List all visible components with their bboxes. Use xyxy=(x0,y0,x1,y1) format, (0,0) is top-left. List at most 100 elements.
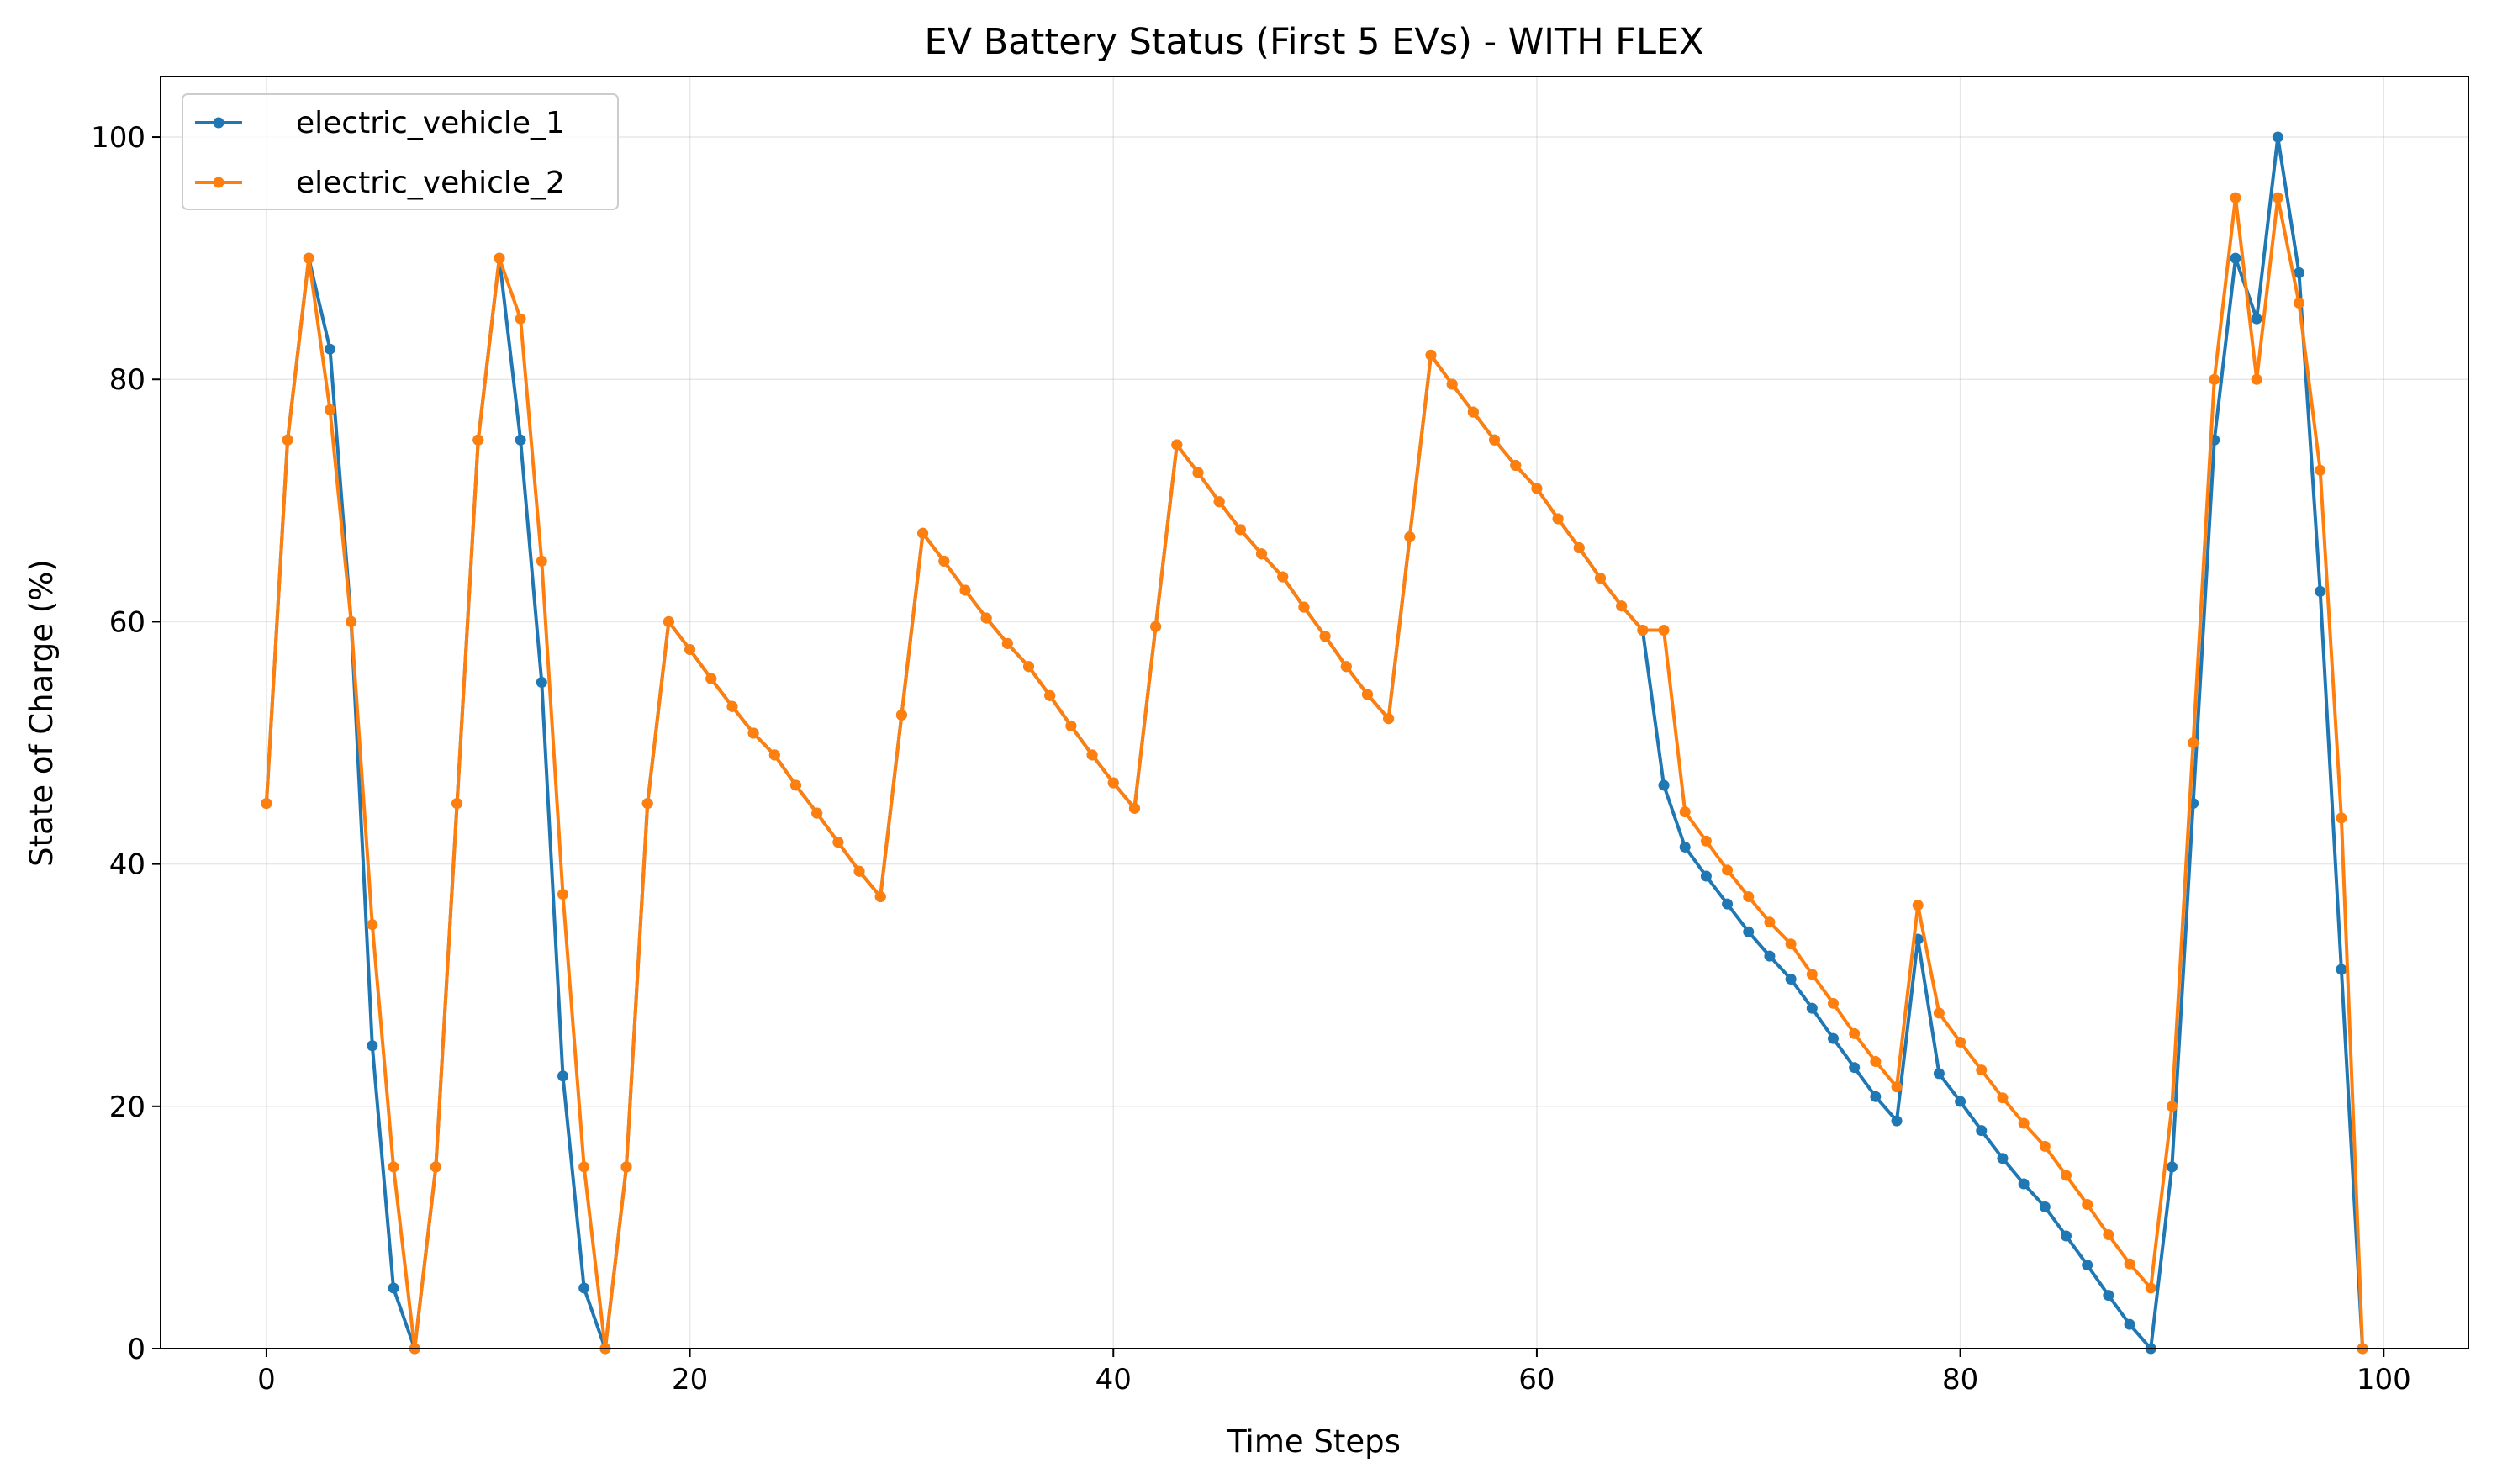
data-point-electric-vehicle-2 xyxy=(1044,689,1056,701)
data-point-electric-vehicle-1 xyxy=(1679,841,1691,853)
data-point-electric-vehicle-1 xyxy=(1743,926,1755,937)
data-point-electric-vehicle-1 xyxy=(2166,1161,2178,1173)
data-point-electric-vehicle-1 xyxy=(1849,1062,1861,1074)
data-point-electric-vehicle-2 xyxy=(1637,625,1649,636)
series-layer xyxy=(261,131,2368,1355)
data-point-electric-vehicle-2 xyxy=(1933,1007,1945,1019)
y-tick-label: 100 xyxy=(91,121,145,155)
data-point-electric-vehicle-1 xyxy=(2230,252,2241,264)
data-point-electric-vehicle-2 xyxy=(1023,661,1035,673)
data-point-electric-vehicle-2 xyxy=(1573,542,1585,554)
data-point-electric-vehicle-2 xyxy=(620,1161,632,1173)
y-tick-label: 80 xyxy=(109,363,145,397)
data-point-electric-vehicle-2 xyxy=(1234,524,1246,536)
data-point-electric-vehicle-2 xyxy=(2315,464,2326,476)
data-point-electric-vehicle-2 xyxy=(2124,1258,2135,1270)
data-point-electric-vehicle-2 xyxy=(1107,777,1119,789)
data-point-electric-vehicle-1 xyxy=(1870,1091,1882,1102)
legend-label-electric-vehicle-2: electric_vehicle_2 xyxy=(296,166,565,200)
y-tick-label: 0 xyxy=(127,1333,145,1366)
data-point-electric-vehicle-1 xyxy=(388,1282,399,1294)
data-point-electric-vehicle-2 xyxy=(1743,891,1755,903)
data-point-electric-vehicle-2 xyxy=(472,434,484,446)
data-point-electric-vehicle-2 xyxy=(1785,938,1797,950)
data-point-electric-vehicle-2 xyxy=(641,798,653,810)
data-point-electric-vehicle-2 xyxy=(1383,713,1395,725)
data-point-electric-vehicle-1 xyxy=(2272,131,2283,143)
data-point-electric-vehicle-1 xyxy=(1997,1153,2009,1164)
series-electric-vehicle-2 xyxy=(261,192,2368,1355)
data-point-electric-vehicle-2 xyxy=(1319,631,1331,642)
x-axis-label: Time Steps xyxy=(1227,1423,1401,1460)
data-point-electric-vehicle-1 xyxy=(2061,1230,2072,1242)
data-point-electric-vehicle-2 xyxy=(282,434,293,446)
data-point-electric-vehicle-2 xyxy=(2230,192,2241,203)
data-point-electric-vehicle-1 xyxy=(1891,1115,1903,1127)
data-point-electric-vehicle-1 xyxy=(2124,1318,2135,1330)
legend-box xyxy=(182,93,619,210)
data-point-electric-vehicle-2 xyxy=(2145,1282,2156,1294)
data-point-electric-vehicle-2 xyxy=(1001,637,1013,649)
data-point-electric-vehicle-1 xyxy=(1827,1032,1839,1044)
data-point-electric-vehicle-1 xyxy=(324,343,335,355)
data-point-electric-vehicle-2 xyxy=(2294,297,2305,309)
data-point-electric-vehicle-2 xyxy=(874,891,886,903)
data-point-electric-vehicle-2 xyxy=(1891,1081,1903,1093)
data-point-electric-vehicle-1 xyxy=(557,1070,568,1082)
data-point-electric-vehicle-2 xyxy=(2082,1199,2093,1211)
ticks: 0 20 40 60 80 100 0 20 40 60 80 100 xyxy=(91,121,2411,1397)
data-point-electric-vehicle-2 xyxy=(388,1161,399,1173)
data-point-electric-vehicle-2 xyxy=(790,779,802,791)
data-point-electric-vehicle-2 xyxy=(1700,835,1712,847)
data-point-electric-vehicle-2 xyxy=(980,612,992,624)
data-point-electric-vehicle-2 xyxy=(1489,434,1501,446)
data-point-electric-vehicle-2 xyxy=(1679,806,1691,818)
data-point-electric-vehicle-2 xyxy=(578,1161,590,1173)
data-point-electric-vehicle-2 xyxy=(1722,864,1734,876)
data-point-electric-vehicle-2 xyxy=(1658,625,1670,636)
data-point-electric-vehicle-2 xyxy=(747,727,759,739)
data-point-electric-vehicle-2 xyxy=(261,798,272,810)
data-point-electric-vehicle-2 xyxy=(663,615,674,627)
data-point-electric-vehicle-2 xyxy=(2018,1117,2030,1129)
data-point-electric-vehicle-2 xyxy=(494,252,505,264)
data-point-electric-vehicle-2 xyxy=(536,555,547,567)
data-point-electric-vehicle-2 xyxy=(1256,548,1268,560)
y-tick-label: 60 xyxy=(109,605,145,639)
data-point-electric-vehicle-2 xyxy=(1912,900,1924,911)
data-point-electric-vehicle-2 xyxy=(324,404,335,415)
y-tick-label: 40 xyxy=(109,848,145,882)
data-point-electric-vehicle-2 xyxy=(557,889,568,900)
data-point-electric-vehicle-2 xyxy=(2272,192,2283,203)
x-tick-label: 0 xyxy=(257,1363,276,1397)
data-point-electric-vehicle-1 xyxy=(1976,1125,1988,1137)
data-point-electric-vehicle-2 xyxy=(303,252,314,264)
data-point-electric-vehicle-1 xyxy=(2082,1260,2093,1271)
data-point-electric-vehicle-2 xyxy=(1467,406,1479,418)
chart-title: EV Battery Status (First 5 EVs) - WITH F… xyxy=(924,21,1703,63)
data-point-electric-vehicle-1 xyxy=(536,676,547,688)
data-point-electric-vehicle-2 xyxy=(451,798,463,810)
data-point-electric-vehicle-2 xyxy=(1065,720,1077,731)
data-point-electric-vehicle-2 xyxy=(811,807,823,819)
data-point-electric-vehicle-2 xyxy=(917,527,929,539)
plot-frame xyxy=(160,76,2469,1349)
data-point-electric-vehicle-2 xyxy=(1277,571,1289,583)
data-point-electric-vehicle-1 xyxy=(2336,964,2347,975)
data-point-electric-vehicle-1 xyxy=(367,1040,378,1052)
data-point-electric-vehicle-1 xyxy=(1764,950,1776,962)
data-point-electric-vehicle-1 xyxy=(1658,779,1670,791)
data-point-electric-vehicle-2 xyxy=(1870,1055,1882,1067)
data-point-electric-vehicle-2 xyxy=(832,837,844,848)
data-point-electric-vehicle-2 xyxy=(430,1161,441,1173)
data-point-electric-vehicle-2 xyxy=(959,584,971,596)
data-point-electric-vehicle-2 xyxy=(1594,573,1606,584)
data-point-electric-vehicle-2 xyxy=(1361,689,1373,700)
data-point-electric-vehicle-2 xyxy=(1976,1064,1988,1076)
data-point-electric-vehicle-2 xyxy=(684,644,696,656)
y-axis-label: State of Charge (%) xyxy=(24,559,60,867)
data-point-electric-vehicle-1 xyxy=(1700,870,1712,882)
data-point-electric-vehicle-2 xyxy=(1849,1027,1861,1039)
